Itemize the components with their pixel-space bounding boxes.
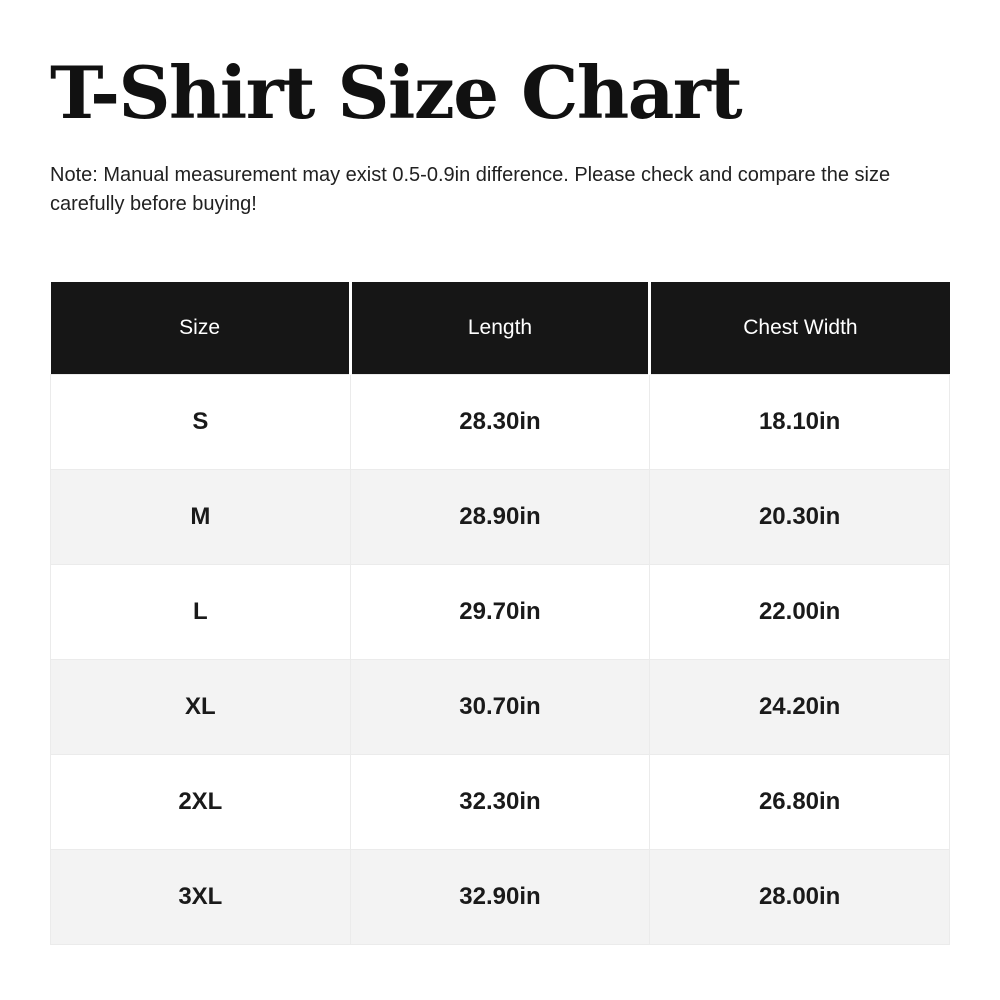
size-chart-table: Size Length Chest Width S 28.30in 18.10i… <box>50 281 950 946</box>
cell-chest-width: 20.30in <box>649 469 950 566</box>
column-header-size: Size <box>50 281 352 375</box>
cell-size: L <box>50 564 351 661</box>
cell-length: 29.70in <box>349 564 651 661</box>
cell-length: 30.70in <box>349 659 651 756</box>
table-row-2xl: 2XL 32.30in 26.80in <box>50 754 950 851</box>
table-row-m: M 28.90in 20.30in <box>50 469 950 566</box>
table-body: S 28.30in 18.10in M 28.90in 20.30in L 29… <box>50 374 950 946</box>
column-header-length: Length <box>350 281 652 375</box>
note-line-1: Note: Manual measurement may exist 0.5-0… <box>50 163 891 186</box>
cell-chest-width: 22.00in <box>649 564 950 661</box>
cell-size: M <box>50 469 351 566</box>
table-row-xl: XL 30.70in 24.20in <box>50 659 950 756</box>
size-chart-page: T-Shirt Size Chart Note: Manual measurem… <box>0 50 1000 1000</box>
cell-size: XL <box>50 659 351 756</box>
table-row-s: S 28.30in 18.10in <box>50 374 950 471</box>
table-row-3xl: 3XL 32.90in 28.00in <box>50 849 950 946</box>
cell-chest-width: 24.20in <box>649 659 950 756</box>
cell-length: 32.30in <box>349 754 651 851</box>
cell-length: 32.90in <box>349 849 651 946</box>
table-row-l: L 29.70in 22.00in <box>50 564 950 661</box>
table-header-row: Size Length Chest Width <box>50 281 950 375</box>
cell-size: 2XL <box>50 754 351 851</box>
cell-size: S <box>50 374 351 471</box>
cell-length: 28.90in <box>349 469 651 566</box>
table-header: Size Length Chest Width <box>50 281 950 375</box>
note-line-2: carefully before buying! <box>50 192 257 215</box>
cell-length: 28.30in <box>349 374 651 471</box>
cell-chest-width: 28.00in <box>649 849 950 946</box>
column-header-chest-width: Chest Width <box>649 281 950 375</box>
cell-chest-width: 18.10in <box>649 374 950 471</box>
cell-chest-width: 26.80in <box>649 754 950 851</box>
page-title: T-Shirt Size Chart <box>50 50 743 135</box>
note-text: Note: Manual measurement may exist 0.5-0… <box>50 161 950 219</box>
cell-size: 3XL <box>50 849 351 946</box>
